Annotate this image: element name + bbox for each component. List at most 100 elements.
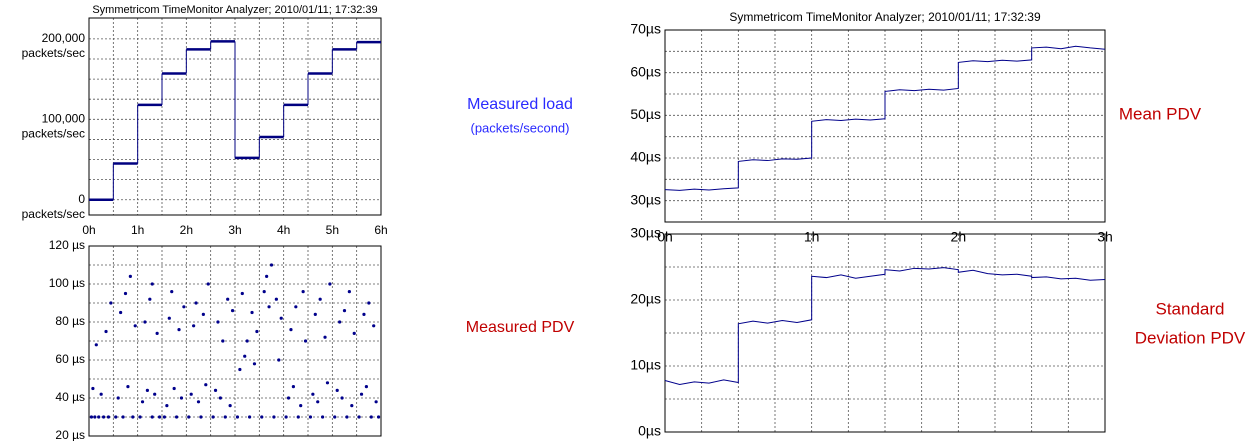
x-tick-label: 3h [228,223,241,237]
scatter-point [372,324,376,328]
scatter-point [213,388,218,392]
scatter-point [223,415,227,419]
scatter-point [374,400,378,404]
scatter-point [133,324,137,328]
scatter-point [126,385,130,389]
y-tick-label: 40 µs [55,390,85,404]
scatter-point [131,415,135,419]
scatter-point [323,335,327,339]
scatter-point [155,331,159,335]
scatter-point [369,415,373,419]
scatter-point [128,274,132,278]
scatter-point [162,415,167,419]
scatter-point [157,415,162,419]
scatter-point [221,339,225,343]
scatter-point [347,290,351,294]
scatter-point [316,400,320,404]
y-tick-label: 60 µs [55,352,85,366]
x-tick-label: 6h [374,223,387,237]
y-tick-label: 60µs [630,63,661,79]
annotation: Measured PDV [466,319,575,336]
scatter-point [175,415,179,419]
scatter-point [189,392,193,396]
scatter-point [91,386,95,391]
scatter-point [308,415,313,419]
scatter-point [104,329,108,334]
scatter-point [226,297,230,301]
scatter-point [284,415,288,419]
scatter-point [140,400,145,404]
scatter-point [93,415,97,419]
scatter-point [121,415,125,419]
scatter-point [335,388,339,392]
scatter-point [311,392,315,396]
y-unit-label: packets/sec [22,46,85,60]
scatter-point [313,312,317,316]
scatter-point [206,282,210,286]
y-tick-label: 80 µs [55,314,85,328]
scatter-point [325,381,330,385]
scatter-point [196,400,201,404]
y-tick-label: 30µs [630,225,661,241]
scatter-point [240,291,244,296]
scatter-point [150,415,154,419]
y-tick-label: 0µs [638,423,661,439]
scatter-point [116,396,120,400]
scatter-point [238,367,242,372]
scatter-point [230,309,235,313]
scatter-point [245,339,249,343]
scatter-point [294,305,298,309]
scatter-point [260,415,264,419]
y-tick-label: 20µs [630,291,661,307]
scatter-point [364,385,368,389]
scatter-point [328,282,332,286]
scatter-point [277,358,281,362]
y-tick-label: 0 [78,192,85,206]
scatter-point [296,415,300,419]
y-tick-label: 120 µs [49,238,85,252]
scatter-point [194,301,198,305]
data-line [664,45,1106,191]
scatter-point [235,415,240,419]
scatter-point [177,328,181,332]
scatter-point [199,415,203,419]
x-tick-label: 2h [180,223,193,237]
chart-title: Symmetricom TimeMonitor Analyzer; 2010/0… [92,4,377,16]
x-tick-label: 1h [131,223,144,237]
x-tick-label: 2h [951,229,967,245]
scatter-point [114,415,118,419]
scatter-point [274,297,278,301]
scatter-point [119,310,123,315]
scatter-point [262,290,266,294]
scatter-point [265,274,269,278]
scatter-point [165,404,169,408]
plot-frame [88,245,382,437]
scatter-point [267,305,271,309]
scatter-point [345,415,349,419]
scatter-point [357,415,361,419]
scatter-point [286,396,291,400]
y-unit-label: packets/sec [22,207,85,221]
scatter-point [153,392,157,396]
scatter-point [167,316,171,320]
scatter-point [148,297,152,301]
scatter-point [338,320,342,324]
scatter-point [299,404,303,408]
scatter-point [318,297,322,301]
scatter-point [170,290,174,294]
annotation: Standard [1156,299,1225,318]
scatter-point [350,404,354,408]
scatter-point [269,263,274,267]
scatter-point [145,388,149,392]
scatter-point [250,310,254,315]
chart-title: Symmetricom TimeMonitor Analyzer; 2010/0… [729,10,1041,24]
scatter-point [342,309,347,313]
scatter-point [303,339,308,343]
y-tick-label: 100,000 [42,111,86,125]
scatter-point [243,354,247,358]
scatter-point [228,404,232,408]
plot-frame [664,29,1106,223]
plot-frame [664,233,1106,433]
scatter-point [252,362,257,366]
